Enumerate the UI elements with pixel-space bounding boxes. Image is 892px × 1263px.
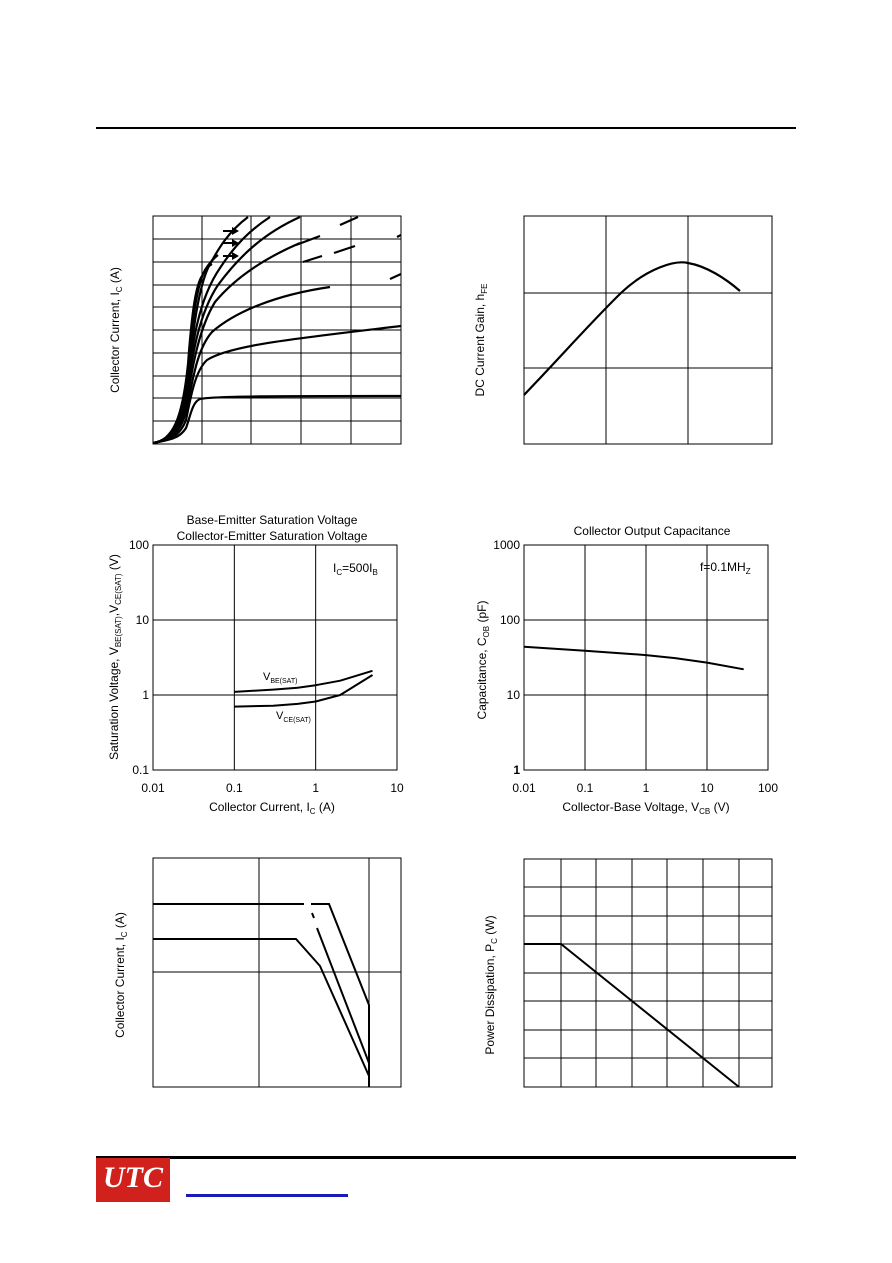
ic-vce-frame — [152, 215, 402, 445]
utc-logo-text: UTC — [103, 1161, 163, 1194]
cob-xlabel: Collector-Base Voltage, VCB (V) — [562, 800, 729, 816]
cob-x-tick-label: 10 — [700, 781, 714, 795]
cob-tick-labels: 0.01 0.1 1 10 100 1 10 100 1000 — [493, 538, 778, 795]
cob-y-tick-label: 100 — [500, 613, 520, 627]
chart-hfe-ic: DC Current Gain, hFE — [473, 215, 773, 445]
sat-x-tick-label: 10 — [390, 781, 404, 795]
ic-vce-curve — [152, 285, 331, 445]
sat-title-line1: Base-Emitter Saturation Voltage — [187, 513, 358, 527]
ic-vce-curve-segment — [389, 272, 402, 281]
pc-ylabel: Power Dissipation, PC (W) — [483, 915, 499, 1054]
sat-series-line — [234, 674, 374, 708]
cob-y-tick-label: 1 — [513, 763, 520, 777]
cob-y-tick-label: 10 — [507, 688, 521, 702]
pc-derating-curve — [524, 943, 740, 1088]
sat-y-tick-label: 0.1 — [132, 763, 149, 777]
cob-series — [523, 645, 744, 671]
chart-sat-voltage: Base-Emitter Saturation Voltage Collecto… — [107, 513, 404, 816]
cob-grid — [524, 545, 768, 770]
ic-vce-arrow-head — [232, 252, 239, 260]
sat-y-tick-label: 1 — [142, 688, 149, 702]
ic-vce-arrow-head — [232, 239, 239, 247]
sat-x-tick-label: 0.01 — [141, 781, 165, 795]
ic-vce-curve-segment — [302, 254, 323, 264]
ic-vce-curve — [152, 263, 213, 445]
footer-rule — [96, 1156, 796, 1159]
sat-y-tick-label: 10 — [136, 613, 150, 627]
hfe-curve — [523, 261, 741, 396]
cob-series-line — [523, 645, 744, 671]
cob-x-tick-label: 0.1 — [577, 781, 594, 795]
sat-ylabel: Saturation Voltage, VBE(SAT),VCE(SAT) (V… — [107, 554, 123, 760]
sat-x-tick-label: 0.1 — [226, 781, 243, 795]
cob-ylabel: Capacitance, COB (pF) — [475, 601, 491, 720]
chart-soa: Collector Current, IC (A) — [113, 857, 402, 1088]
cob-title: Collector Output Capacitance — [574, 524, 731, 538]
sat-annotation: IC=500IB — [333, 561, 378, 577]
cob-x-tick-label: 1 — [643, 781, 650, 795]
sat-title-line2: Collector-Emitter Saturation Voltage — [177, 529, 368, 543]
cob-annotation: f=0.1MHZ — [700, 560, 751, 576]
soa-frame — [152, 857, 402, 1088]
ic-vce-curves — [152, 215, 402, 445]
sat-frame — [152, 544, 398, 771]
cob-frame — [523, 544, 769, 771]
chart-ic-vce: Collector Current, IC (A) — [108, 215, 402, 445]
ic-vce-curve-segment — [333, 244, 356, 255]
ic-vce-curve — [152, 394, 402, 445]
sat-xlabel: Collector Current, IC (A) — [209, 800, 335, 816]
ic-vce-curve-segment — [295, 234, 321, 247]
chart-pc-derating: Power Dissipation, PC (W) — [483, 858, 773, 1088]
sat-tick-labels: 0.01 0.1 1 10 0.1 1 10 100 — [129, 538, 404, 795]
cob-x-tick-label: 100 — [758, 781, 778, 795]
sat-series — [234, 669, 374, 708]
sat-series-line — [234, 669, 373, 693]
ic-vce-curve-segment — [396, 234, 402, 238]
soa-curve-mid-cont — [316, 927, 370, 1064]
soa-curve-lower — [153, 938, 370, 1077]
header-rule — [96, 127, 796, 129]
soa-ylabel: Collector Current, IC (A) — [113, 912, 129, 1038]
chart-cob-vcb: Collector Output Capacitance 0.01 0.1 1 10 1… — [475, 524, 778, 816]
ic-vce-curve-segment — [339, 215, 359, 227]
hfe-grid — [524, 216, 772, 444]
ic-vce-curve — [152, 324, 402, 445]
hfe-ylabel: DC Current Gain, hFE — [473, 284, 489, 397]
pc-frame — [523, 858, 773, 1088]
vbe-sat-label: VBE(SAT) — [263, 671, 297, 685]
sat-x-tick-label: 1 — [312, 781, 319, 795]
soa-curve-upper-cont — [311, 903, 370, 1087]
sat-grid — [153, 545, 397, 770]
ic-vce-arrow-head — [232, 227, 239, 235]
cob-y-tick-label: 1000 — [493, 538, 520, 552]
pc-grid — [524, 859, 772, 1087]
footer-link-underline[interactable] — [186, 1194, 348, 1197]
ic-vce-ylabel: Collector Current, IC (A) — [108, 267, 124, 393]
sat-y-tick-label: 100 — [129, 538, 149, 552]
utc-logo: UTC — [96, 1158, 170, 1202]
soa-curve-mid — [311, 912, 315, 919]
vce-sat-label: VCE(SAT) — [276, 710, 311, 724]
cob-x-tick-label: 0.01 — [512, 781, 536, 795]
ic-vce-grid — [153, 216, 401, 444]
hfe-frame — [523, 215, 773, 445]
